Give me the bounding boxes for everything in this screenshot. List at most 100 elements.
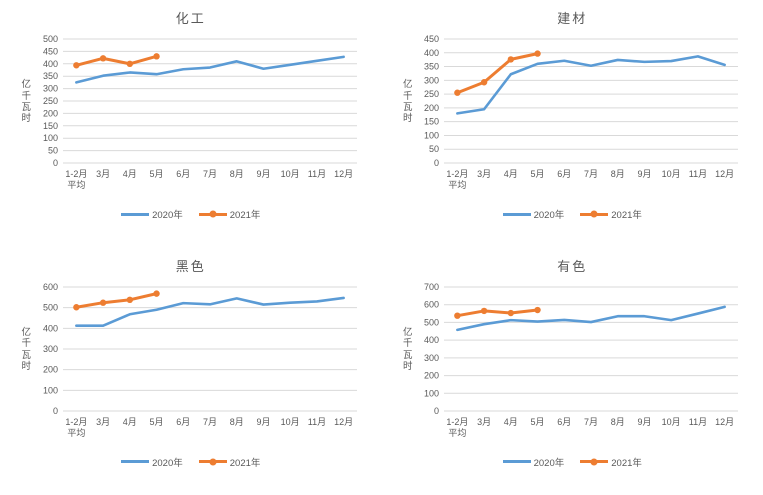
- x-tick-label: 11月: [689, 169, 707, 179]
- x-tick-label: 9月: [256, 169, 270, 179]
- data-point-marker: [481, 79, 488, 86]
- x-tick-label: 4月: [504, 169, 518, 179]
- legend-item-2021: 2021年: [580, 455, 642, 469]
- y-tick-label: 300: [43, 84, 58, 94]
- legend-label-2020: 2020年: [152, 210, 183, 221]
- x-tick-label: 7月: [203, 417, 217, 427]
- chart-nonferrous[interactable]: 有色 亿千瓦时 0 100 200 300 400 500 600 700 1-2月平均 3月 4月…: [382, 248, 763, 495]
- x-tick-label: 8月: [229, 169, 243, 179]
- x-tick-label: 1-2月平均: [65, 417, 87, 438]
- data-point-marker: [454, 311, 461, 319]
- y-tick-label: 0: [434, 158, 439, 168]
- data-point-marker: [99, 299, 107, 306]
- chart-building-materials[interactable]: 建材 亿千瓦时 0 50 100 150 200 250 300 350 400 450 1-2月平…: [382, 0, 763, 248]
- y-tick-label: 700: [424, 282, 439, 292]
- x-tick-label: 8月: [229, 417, 243, 427]
- y-tick-label: 500: [43, 34, 58, 44]
- legend-item-2020: 2020年: [502, 207, 564, 221]
- y-tick-label: 200: [43, 364, 58, 374]
- y-tick-label: 600: [43, 282, 58, 292]
- x-tick-label: 8月: [611, 417, 625, 427]
- y-tick-label: 450: [43, 46, 58, 56]
- x-tick-label: 12月: [334, 169, 353, 179]
- chart-title: 有色: [557, 258, 588, 274]
- y-tick-label: 300: [424, 352, 439, 362]
- legend-item-2020: 2020年: [502, 455, 564, 469]
- x-tick-label: 5月: [531, 169, 545, 179]
- legend-label-2020: 2020年: [152, 457, 183, 469]
- x-tick-label: 9月: [256, 417, 270, 427]
- x-tick-label: 3月: [477, 417, 491, 427]
- x-tick-label: 12月: [715, 169, 734, 179]
- data-point-marker: [126, 60, 133, 67]
- y-tick-label: 100: [43, 385, 58, 395]
- x-tick-label: 11月: [689, 417, 707, 427]
- legend-line-2020-icon: [121, 212, 150, 216]
- x-tick-label: 6月: [558, 169, 572, 179]
- x-tick-label: 9月: [638, 417, 652, 427]
- chart-chemical[interactable]: 化工 亿千瓦时 0 50 100 150 200 250 300 350 400 450 500 1-…: [0, 0, 382, 248]
- y-tick-label: 500: [43, 302, 58, 312]
- x-tick-label: 4月: [123, 417, 137, 427]
- data-point-marker: [126, 296, 133, 303]
- x-tick-label: 12月: [715, 417, 734, 427]
- x-tick-label: 9月: [638, 169, 652, 179]
- chart-ferrous[interactable]: 黑色 亿千瓦时 0 100 200 300 400 500 600 1-2月平均 3月 4月 5月 6…: [0, 248, 382, 495]
- y-tick-label: 500: [424, 317, 439, 327]
- data-point-marker: [507, 309, 515, 316]
- x-tick-label: 5月: [149, 169, 163, 179]
- data-point-marker: [534, 50, 541, 57]
- chart-body: 亿千瓦时 0 100 200 300 400 500 600 700 1-2月平均 3月 4月 5月 6…: [398, 279, 746, 447]
- data-point-marker: [153, 53, 160, 60]
- legend-item-2021: 2021年: [580, 207, 642, 221]
- legend-item-2020: 2020年: [121, 455, 183, 469]
- legend: 2020年 2021年: [502, 455, 642, 469]
- x-tick-label: 1-2月平均: [447, 417, 469, 438]
- y-tick-label: 0: [53, 158, 58, 168]
- x-tick-label: 5月: [149, 417, 163, 427]
- data-point-marker: [153, 289, 160, 297]
- legend-line-2021-icon: [198, 458, 227, 465]
- chart-title: 化工: [175, 11, 206, 26]
- x-tick-label: 8月: [611, 169, 625, 179]
- series-line-2021年: [74, 54, 158, 67]
- x-tick-label: 6月: [176, 169, 190, 179]
- x-tick-label: 10月: [280, 417, 299, 427]
- data-point-marker: [481, 307, 488, 314]
- data-point-marker: [99, 55, 107, 62]
- legend-label-2021: 2021年: [611, 210, 642, 221]
- data-point-marker: [72, 303, 80, 310]
- y-tick-label: 150: [43, 121, 58, 131]
- y-tick-label: 400: [43, 323, 58, 333]
- series-line-2021年: [456, 308, 540, 317]
- y-tick-label: 300: [424, 75, 439, 85]
- x-tick-label: 7月: [584, 169, 598, 179]
- data-point-marker: [507, 56, 515, 63]
- x-tick-label: 12月: [334, 417, 353, 427]
- y-tick-label: 250: [43, 96, 58, 106]
- plot-area: 0 50 100 150 200 250 300 350 400 450 500 1-2月平均 3月 4月…: [43, 34, 357, 190]
- x-tick-label: 10月: [662, 417, 681, 427]
- y-tick-label: 150: [424, 117, 439, 127]
- y-tick-label: 350: [43, 71, 58, 81]
- chart-title: 建材: [557, 11, 588, 26]
- y-tick-label: 0: [53, 406, 58, 416]
- series-line-2020年: [74, 55, 345, 84]
- legend-item-2020: 2020年: [121, 207, 183, 221]
- x-tick-label: 11月: [307, 169, 325, 179]
- chart-body: 亿千瓦时 0 50 100 150 200 250 300 350 400 450 500 1-2月平…: [17, 31, 365, 199]
- y-axis-title: 亿千瓦时: [21, 326, 31, 372]
- y-tick-label: 200: [424, 370, 439, 380]
- plot-area: 0 50 100 150 200 250 300 350 400 450 1-2月平均 3月 4月 5月 6…: [424, 34, 739, 190]
- series-line-2020年: [456, 55, 727, 115]
- y-tick-label: 100: [424, 130, 439, 140]
- series-line-2021年: [74, 291, 158, 309]
- legend: 2020年 2021年: [121, 455, 260, 469]
- x-tick-label: 3月: [477, 169, 491, 179]
- y-tick-label: 50: [48, 146, 58, 156]
- y-tick-label: 100: [43, 133, 58, 143]
- plot-area: 0 100 200 300 400 500 600 700 1-2月平均 3月 4月 5月 6月 7月 8月…: [424, 282, 739, 438]
- x-tick-label: 7月: [584, 417, 598, 427]
- y-tick-label: 250: [424, 89, 439, 99]
- legend-item-2021: 2021年: [198, 207, 260, 221]
